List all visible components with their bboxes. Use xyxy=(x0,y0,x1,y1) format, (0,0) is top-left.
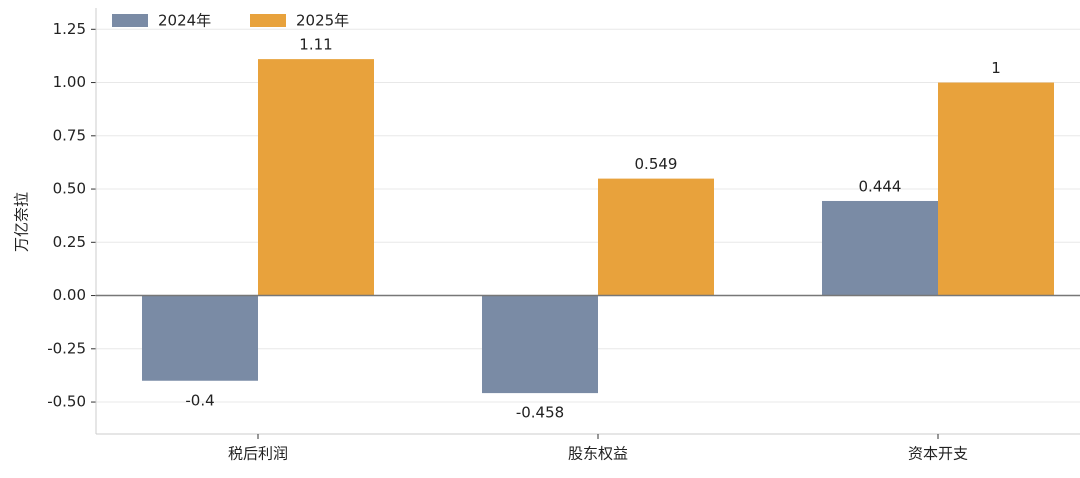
y-tick-label: -0.25 xyxy=(47,339,86,357)
bar xyxy=(258,59,374,296)
y-tick-label: 0.50 xyxy=(53,180,86,198)
bar xyxy=(598,178,714,296)
y-tick-label: 1.25 xyxy=(53,20,86,38)
legend-label: 2025年 xyxy=(296,12,349,30)
y-tick-label: -0.50 xyxy=(47,393,86,411)
y-tick-label: 1.00 xyxy=(53,73,86,91)
bar xyxy=(822,200,938,296)
x-tick-label: 股东权益 xyxy=(568,445,628,463)
value-label: 1.11 xyxy=(299,36,332,54)
value-label: -0.4 xyxy=(185,391,214,409)
y-tick-label: 0.25 xyxy=(53,233,86,251)
legend-swatch xyxy=(112,14,148,27)
legend-label: 2024年 xyxy=(158,12,211,30)
x-tick-label: 资本开支 xyxy=(908,445,968,463)
bar xyxy=(142,295,258,381)
bar xyxy=(938,82,1054,296)
y-axis-label: 万亿奈拉 xyxy=(13,192,31,252)
value-label: -0.458 xyxy=(516,404,564,422)
y-tick-label: 0.75 xyxy=(53,126,86,144)
x-tick-label: 税后利润 xyxy=(228,445,288,463)
bar xyxy=(482,295,598,394)
legend-swatch xyxy=(250,14,286,27)
y-tick-label: 0.00 xyxy=(53,286,86,304)
value-label: 0.444 xyxy=(859,177,902,195)
value-label: 1 xyxy=(991,59,1001,77)
value-label: 0.549 xyxy=(635,155,678,173)
